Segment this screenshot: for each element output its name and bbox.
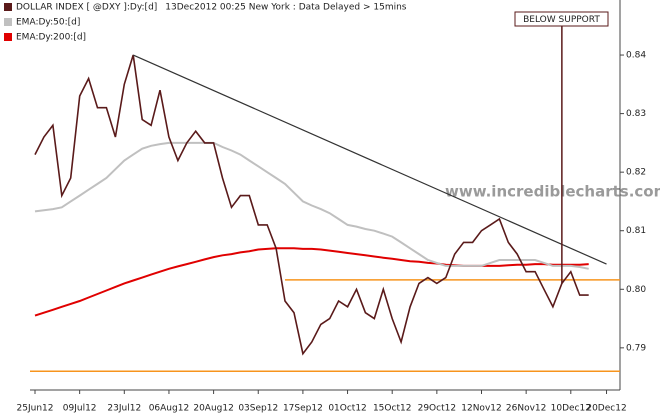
series-line bbox=[34, 141, 589, 270]
annotation-box bbox=[514, 11, 609, 27]
annotation-text: BELOW SUPPORT bbox=[523, 15, 600, 25]
x-tick-label: 10Dec12 bbox=[551, 404, 591, 414]
legend-label: EMA:Dy:200:[d] bbox=[16, 33, 86, 43]
trendline bbox=[132, 54, 607, 265]
x-tick-label: 03Sep12 bbox=[238, 404, 278, 414]
watermark: www.incrediblecharts.com bbox=[445, 183, 660, 201]
y-tick-label: 0.80 bbox=[626, 285, 646, 295]
x-tick-label: 20Aug12 bbox=[193, 404, 233, 414]
x-tick-label: 17Sep12 bbox=[283, 404, 323, 414]
x-tick-label: 09Jul12 bbox=[63, 404, 97, 414]
x-tick-label: 15Oct12 bbox=[373, 404, 411, 414]
x-tick-label: 25Jun12 bbox=[17, 404, 54, 414]
series-line bbox=[34, 247, 589, 317]
legend-swatch bbox=[4, 33, 12, 41]
y-tick-label: 0.82 bbox=[626, 168, 646, 178]
x-tick-label: 01Oct12 bbox=[328, 404, 366, 414]
x-tick-label: 26Nov12 bbox=[506, 404, 546, 414]
legend-label: EMA:Dy:50:[d] bbox=[16, 18, 80, 28]
x-tick-label: 12Nov12 bbox=[461, 404, 501, 414]
y-tick-label: 0.81 bbox=[626, 226, 646, 236]
legend-swatch bbox=[4, 3, 12, 11]
series-line bbox=[34, 54, 589, 356]
legend-label: DOLLAR INDEX [ @DXY ]:Dy:[d] bbox=[16, 3, 157, 13]
x-tick-label: 06Aug12 bbox=[149, 404, 189, 414]
x-tick-label: 29Oct12 bbox=[418, 404, 456, 414]
y-tick-label: 0.79 bbox=[626, 343, 646, 353]
subtitle: 13Dec2012 00:25 New York : Data Delayed … bbox=[165, 3, 406, 13]
x-tick-label: 23Jul12 bbox=[107, 404, 141, 414]
y-tick-label: 0.83 bbox=[626, 109, 646, 119]
x-tick-label: 20Dec12 bbox=[586, 404, 626, 414]
legend-swatch bbox=[4, 18, 12, 26]
y-tick-label: 0.84 bbox=[626, 51, 646, 61]
